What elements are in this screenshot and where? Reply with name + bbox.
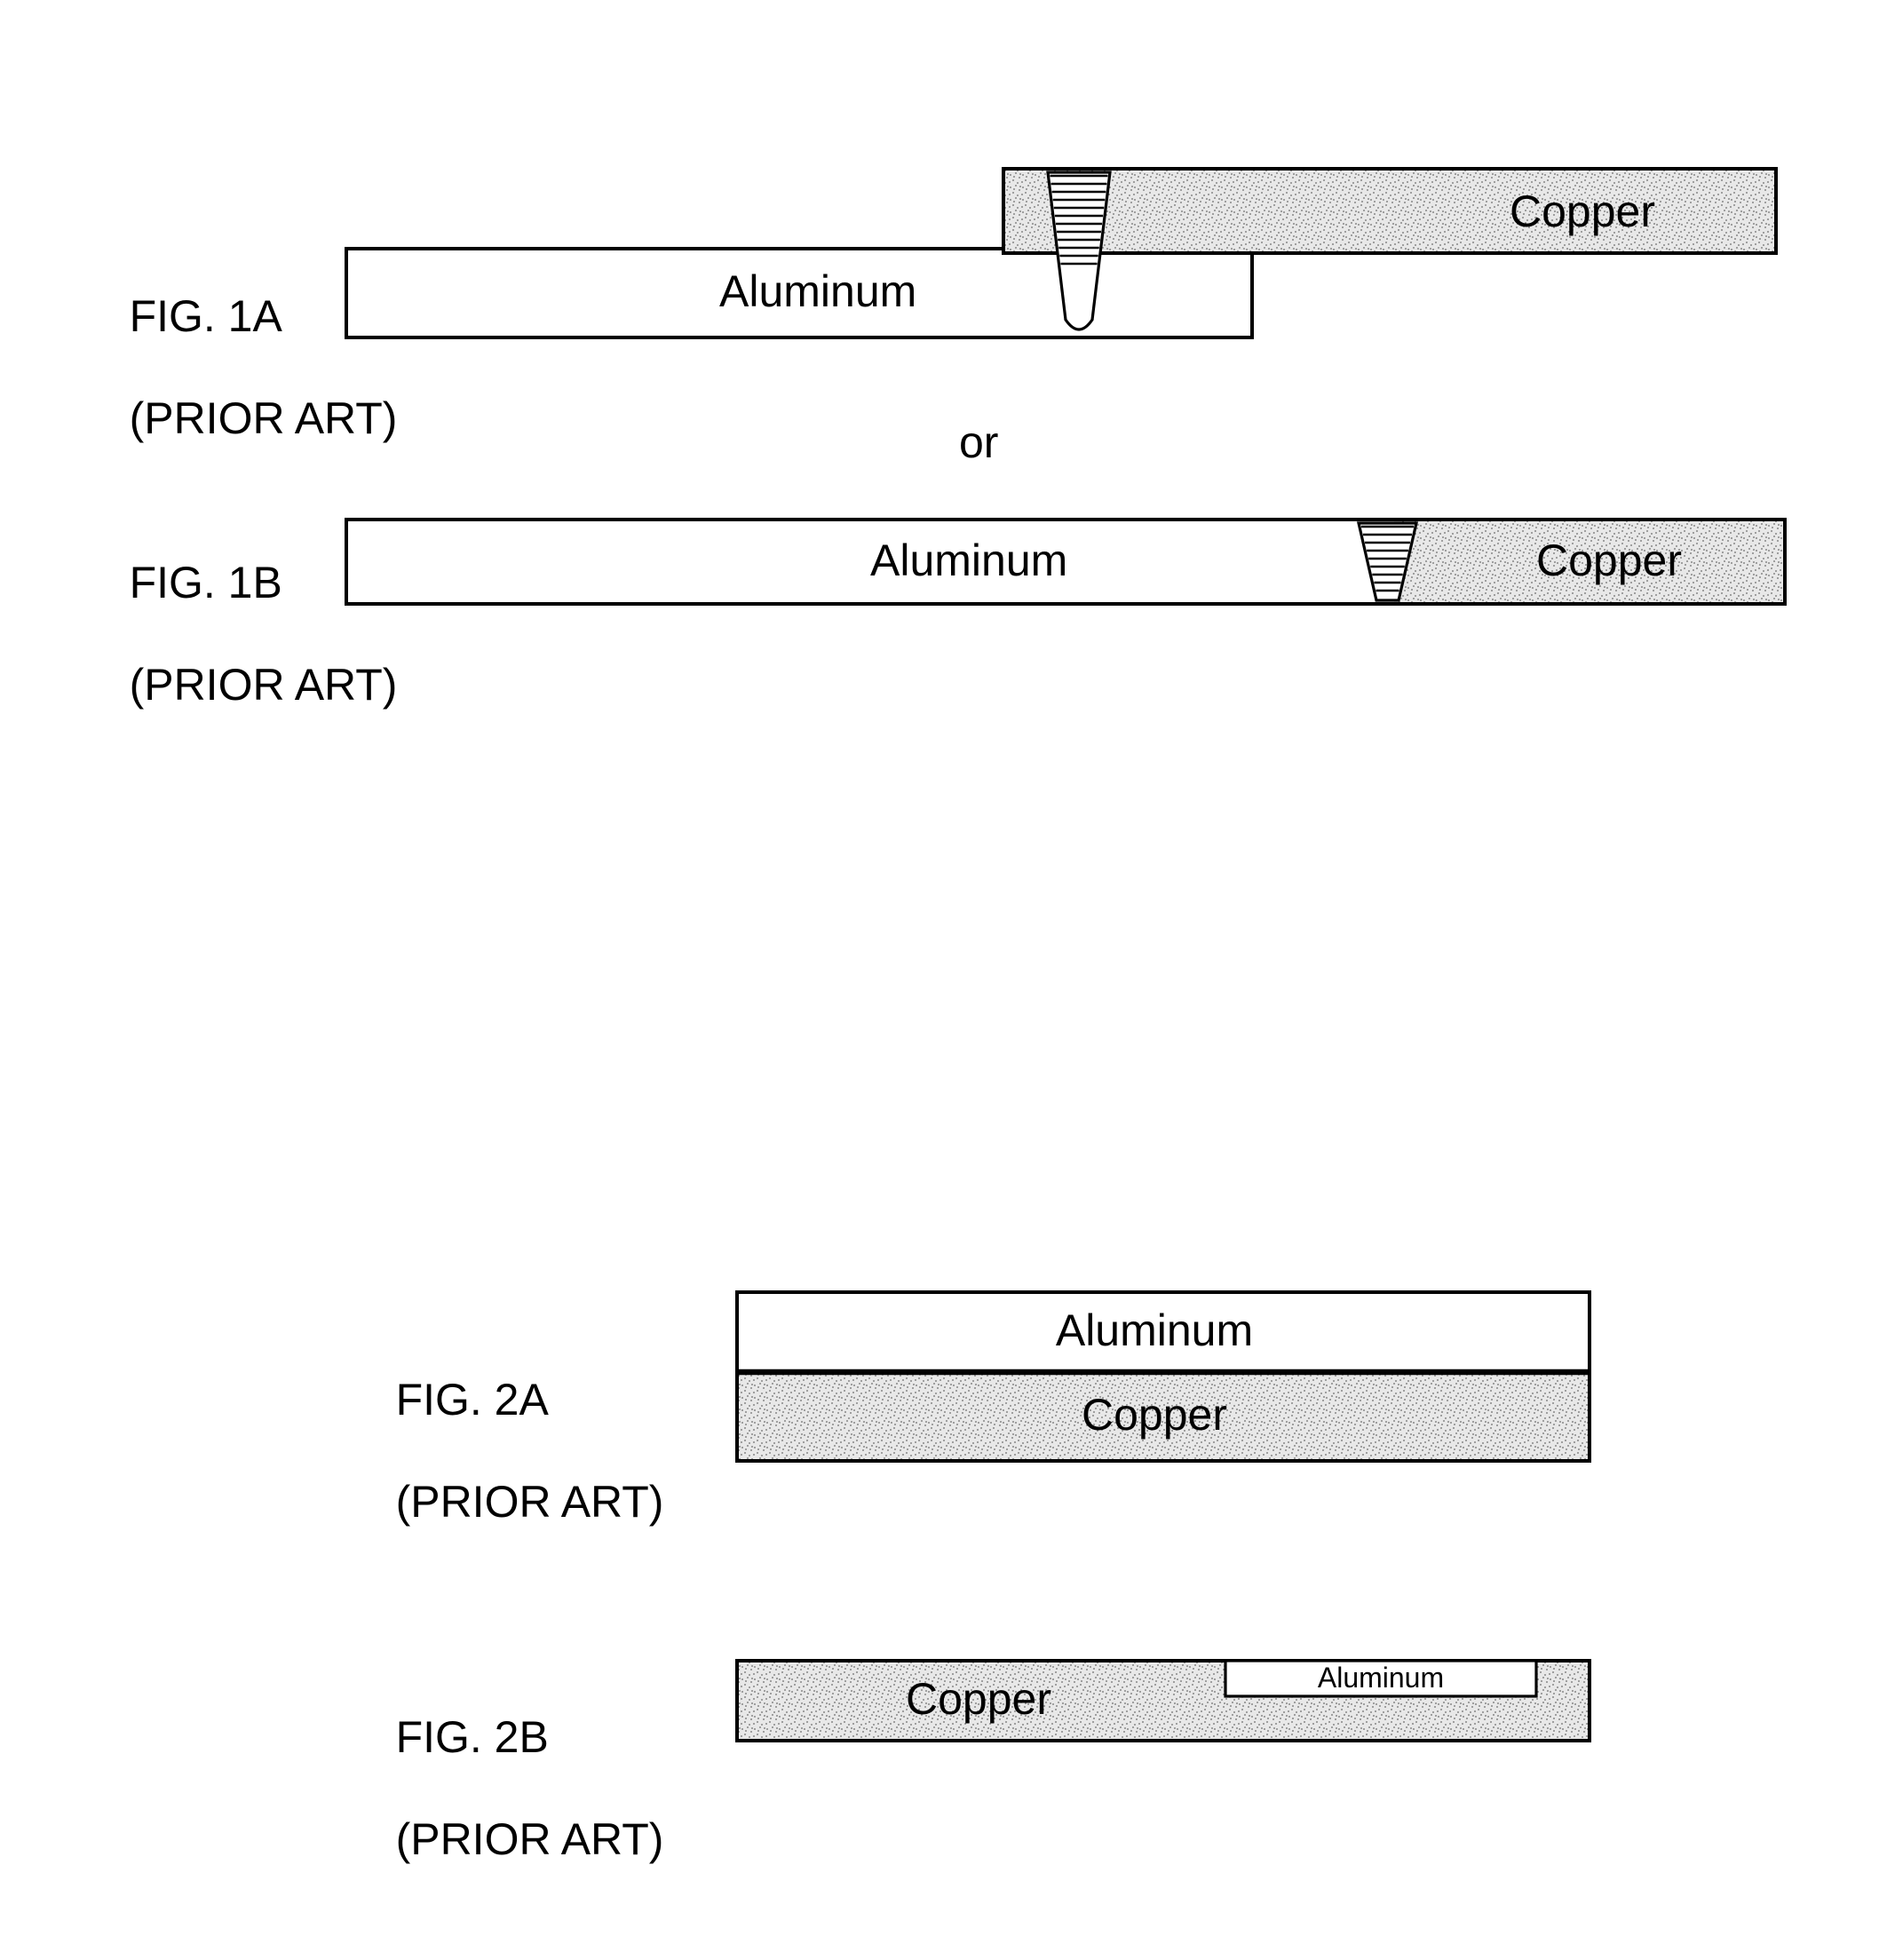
fig2b-diagram: Copper Aluminum xyxy=(728,1652,1616,1758)
fig2b-caption-line1: FIG. 2B xyxy=(396,1712,549,1762)
fig1a-copper-label: Copper xyxy=(1510,186,1655,236)
fig1b-aluminum-label: Aluminum xyxy=(870,536,1067,585)
fig1b-copper-label: Copper xyxy=(1536,536,1682,585)
fig2a-caption-line1: FIG. 2A xyxy=(396,1375,549,1424)
fig2a-caption: FIG. 2A (PRIOR ART) xyxy=(346,1323,663,1579)
fig2a-aluminum-label: Aluminum xyxy=(1056,1305,1253,1355)
fig2b-caption-line2: (PRIOR ART) xyxy=(396,1814,664,1864)
fig1b-caption-line2: (PRIOR ART) xyxy=(130,660,398,710)
or-text: or xyxy=(959,417,998,469)
fig1a-aluminum-label: Aluminum xyxy=(719,266,916,316)
fig1a-caption-line1: FIG. 1A xyxy=(130,291,282,341)
fig1a-copper-bar xyxy=(1003,169,1776,253)
fig2b-copper-label: Copper xyxy=(906,1674,1051,1724)
page: FIG. 1A (PRIOR ART) FIG. 1B (PRIOR ART) … xyxy=(0,0,1879,1960)
fig1b-caption-line1: FIG. 1B xyxy=(130,558,282,607)
fig2a-copper-label: Copper xyxy=(1082,1390,1227,1440)
fig2a-caption-line2: (PRIOR ART) xyxy=(396,1477,664,1527)
fig2b-caption: FIG. 2B (PRIOR ART) xyxy=(346,1661,663,1916)
fig2b-aluminum-label: Aluminum xyxy=(1318,1662,1444,1694)
fig1a-caption-line2: (PRIOR ART) xyxy=(130,393,398,443)
fig1b-diagram: Aluminum Copper xyxy=(337,511,1794,617)
fig2a-diagram: Aluminum Copper xyxy=(728,1283,1616,1479)
fig1a-diagram: Aluminum Copper xyxy=(337,160,1794,355)
